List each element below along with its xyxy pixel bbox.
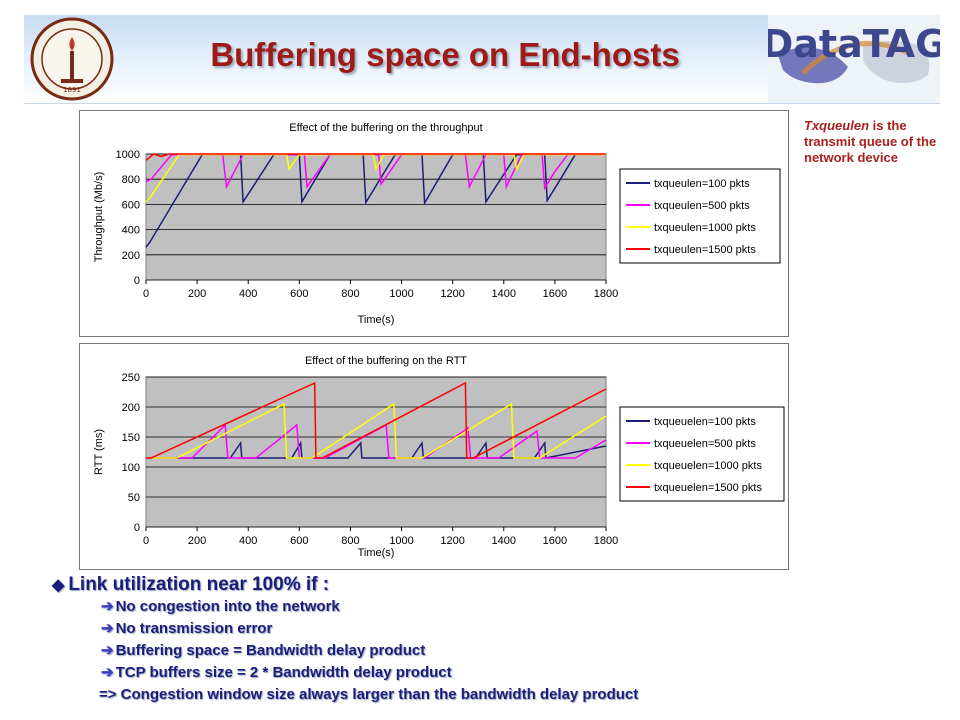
arrow-bullet-icon: ➔ <box>101 664 114 681</box>
legend-label: txqueulen=100 pkts <box>654 178 750 190</box>
legend-label: txqueuelen=1000 pkts <box>654 460 762 472</box>
legend-label: txqueulen=500 pkts <box>654 200 750 212</box>
datatag-logo: DataTAG <box>762 15 946 103</box>
datatag-text: DataTAG <box>768 22 940 66</box>
plot-area <box>145 153 607 281</box>
chart-title: Effect of the buffering on the RTT <box>305 355 467 367</box>
x-tick-label: 200 <box>188 535 206 547</box>
y-tick-label: 600 <box>122 199 140 211</box>
y-tick-label: 200 <box>122 250 140 262</box>
bullet-sub-text: No congestion into the network <box>115 598 340 615</box>
caltech-year: 1891 <box>63 86 81 94</box>
x-tick-label: 1400 <box>492 288 516 300</box>
x-tick-label: 600 <box>290 288 308 300</box>
bullet-sub-text: No transmission error <box>115 620 273 637</box>
caltech-logo: 1891 <box>25 15 119 103</box>
bullet-conclusion: => Congestion window size always larger … <box>99 686 639 703</box>
y-axis-label: Throughput (Mb/s) <box>93 172 105 262</box>
y-tick-label: 0 <box>134 275 140 287</box>
bullet-main-text: Link utilization near 100% if : <box>68 574 330 595</box>
x-tick-label: 400 <box>239 288 257 300</box>
x-tick-label: 0 <box>143 535 149 547</box>
y-tick-label: 0 <box>134 522 140 534</box>
plot-area <box>145 376 607 528</box>
throughput-chart-svg: Effect of the buffering on the throughpu… <box>93 122 781 326</box>
x-tick-label: 1200 <box>440 288 464 300</box>
bullet-sub-text: TCP buffers size = 2 * Bandwidth delay p… <box>115 664 452 681</box>
rtt-chart-svg: Effect of the buffering on the RTT 0 50 100… <box>93 355 785 559</box>
y-tick-label: 50 <box>128 492 140 504</box>
x-tick-label: 400 <box>239 535 257 547</box>
x-tick-label: 800 <box>341 535 359 547</box>
y-tick-label: 100 <box>122 462 140 474</box>
y-axis-label: RTT (ms) <box>93 429 105 475</box>
chart-title: Effect of the buffering on the throughpu… <box>289 122 482 134</box>
x-axis-label: Time(s) <box>358 547 395 559</box>
txqueuelen-note: Txqueulen is the transmit queue of the n… <box>804 118 954 166</box>
legend-label: txqueuelen=500 pkts <box>654 438 756 450</box>
x-tick-label: 0 <box>143 288 149 300</box>
legend-label: txqueuelen=100 pkts <box>654 416 756 428</box>
x-tick-label: 1000 <box>389 288 413 300</box>
series-line <box>146 381 607 459</box>
bullet-sub: ➔ No transmission error <box>101 618 952 640</box>
bullet-sub: ➔ No congestion into the network <box>101 596 952 618</box>
legend-box <box>619 168 781 264</box>
y-tick-label: 400 <box>122 225 140 237</box>
x-tick-label: 1600 <box>543 288 567 300</box>
x-tick-label: 1800 <box>594 535 618 547</box>
legend-label: txqueulen=1000 pkts <box>654 222 756 234</box>
arrow-bullet-icon: ➔ <box>101 598 114 615</box>
note-text: is the transmit queue of the network dev… <box>804 118 937 165</box>
bullet-main: ◆ Link utilization near 100% if : <box>52 574 952 596</box>
x-tick-label: 800 <box>341 288 359 300</box>
y-tick-label: 150 <box>122 432 140 444</box>
legend-box <box>619 406 785 502</box>
bullet-list: ◆ Link utilization near 100% if : ➔ No con… <box>52 574 952 706</box>
legend-label: txqueuelen=1500 pkts <box>654 482 762 494</box>
bullet-sub: ➔ TCP buffers size = 2 * Bandwidth delay … <box>101 662 952 684</box>
series-line <box>145 153 606 161</box>
note-keyword: Txqueulen <box>804 118 870 133</box>
y-tick-label: 200 <box>122 402 140 414</box>
x-tick-label: 1600 <box>543 535 567 547</box>
x-tick-label: 1800 <box>594 288 618 300</box>
y-tick-label: 1000 <box>116 149 140 161</box>
bullet-sub-text: Buffering space = Bandwidth delay produc… <box>115 642 426 659</box>
diamond-bullet-icon: ◆ <box>52 577 65 594</box>
series-line <box>146 402 607 459</box>
x-tick-label: 1200 <box>440 535 464 547</box>
bullet-sub: ➔ Buffering space = Bandwidth delay produ… <box>101 640 952 662</box>
x-axis-label: Time(s) <box>358 314 395 326</box>
arrow-bullet-icon: ➔ <box>101 642 114 659</box>
series-line <box>146 423 607 459</box>
x-tick-label: 600 <box>290 535 308 547</box>
throughput-chart: Effect of the buffering on the throughpu… <box>79 110 789 337</box>
x-tick-label: 1000 <box>389 535 413 547</box>
legend-label: txqueulen=1500 pkts <box>654 244 756 256</box>
rtt-chart: Effect of the buffering on the RTT 0 50 100… <box>79 343 789 570</box>
x-tick-label: 1400 <box>492 535 516 547</box>
y-tick-label: 250 <box>122 372 140 384</box>
y-tick-label: 800 <box>122 174 140 186</box>
x-tick-label: 200 <box>188 288 206 300</box>
page-title: Buffering space on End-hosts <box>210 36 680 73</box>
arrow-bullet-icon: ➔ <box>101 620 114 637</box>
